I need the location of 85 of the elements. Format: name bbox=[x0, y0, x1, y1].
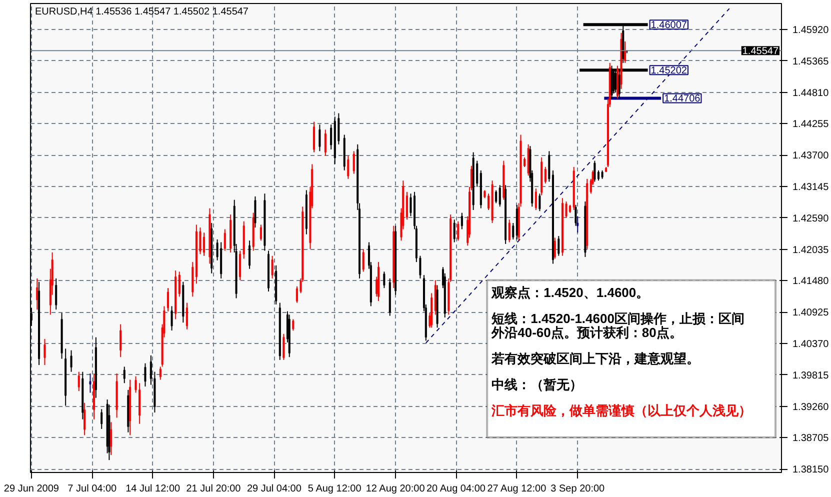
y-tick-label: 1.45920 bbox=[792, 25, 830, 36]
candlestick bbox=[123, 366, 126, 384]
y-tick-label: 1.39260 bbox=[792, 402, 830, 413]
candlestick bbox=[362, 248, 364, 272]
y-tick-label: 1.42035 bbox=[792, 244, 830, 256]
candlestick bbox=[495, 190, 498, 204]
candlestick bbox=[203, 232, 206, 256]
candlestick bbox=[166, 288, 169, 312]
y-tick-label: 1.40925 bbox=[792, 308, 830, 319]
candlestick bbox=[44, 338, 46, 366]
candlestick bbox=[292, 318, 294, 331]
y-tick-label: 1.40370 bbox=[792, 339, 830, 350]
candlestick bbox=[254, 196, 256, 228]
y-tick-label: 1.38705 bbox=[792, 433, 830, 444]
candlestick bbox=[89, 372, 92, 394]
candlestick bbox=[178, 271, 180, 298]
candlestick bbox=[110, 422, 112, 456]
candlestick bbox=[576, 216, 579, 234]
candlestick bbox=[558, 236, 560, 256]
annotation: 中线：（暂无） bbox=[492, 377, 583, 392]
candlestick bbox=[318, 124, 321, 152]
x-tick-label: 21 Jul 20:00 bbox=[186, 484, 242, 494]
x-tick-label: 3 Sep 20:00 bbox=[550, 484, 606, 494]
candlestick bbox=[457, 220, 460, 242]
x-tick-label: 27 Aug 12:00 bbox=[487, 484, 547, 494]
series-label: 1.46007 bbox=[650, 20, 688, 32]
chart-title: EURUSD,H4 1.45536 1.45547 1.45502 1.45547 bbox=[35, 6, 249, 18]
candlestick bbox=[330, 124, 332, 150]
candlestick bbox=[271, 255, 274, 279]
y-tick-label: 1.44255 bbox=[792, 119, 830, 130]
candlestick bbox=[84, 402, 86, 436]
x-tick-label: 29 Jul 04:00 bbox=[246, 484, 302, 494]
candlestick bbox=[534, 188, 537, 210]
y-tick-label: 1.39815 bbox=[792, 370, 830, 382]
candlestick bbox=[498, 184, 501, 208]
series-label: 1.45202 bbox=[650, 66, 688, 77]
x-tick-label: 7 Jul 04:00 bbox=[68, 484, 118, 494]
candlestick bbox=[453, 219, 456, 243]
candlestick bbox=[544, 166, 546, 184]
y-tick-label: 1.43145 bbox=[792, 182, 830, 194]
annotation: 短线：1.4520-1.4600区间操作，止损：区间外沿40-60点。预计获利：80点。 bbox=[490, 311, 744, 340]
candlestick bbox=[383, 271, 386, 289]
x-tick-label: 29 Jun 2009 bbox=[4, 484, 60, 494]
candlestick bbox=[224, 228, 226, 252]
x-tick-label: 5 Aug 12:00 bbox=[308, 484, 362, 494]
series-label: 1.44706 bbox=[664, 94, 701, 105]
candlestick bbox=[347, 155, 350, 180]
candlestick bbox=[239, 250, 242, 281]
y-tick-label: 1.41480 bbox=[792, 276, 830, 288]
candlestick bbox=[512, 222, 514, 240]
candlestick bbox=[508, 219, 510, 243]
candlestick bbox=[78, 371, 80, 392]
y-tick-label: 1.38150 bbox=[792, 464, 830, 476]
candlestick bbox=[186, 302, 188, 330]
candlestick bbox=[120, 324, 122, 358]
x-tick-label: 12 Aug 20:00 bbox=[366, 484, 426, 494]
candlestick bbox=[100, 408, 103, 430]
candlestick bbox=[352, 150, 355, 174]
candlestick bbox=[554, 237, 556, 260]
y-tick-label: 1.43700 bbox=[792, 150, 830, 162]
annotation: 观察点：1.4520、1.4600。 bbox=[490, 285, 650, 300]
candlestick bbox=[538, 193, 541, 212]
candlestick bbox=[324, 129, 326, 156]
candlestick bbox=[248, 240, 251, 270]
y-tick-label: 1.45365 bbox=[792, 56, 830, 68]
x-tick-label: 14 Jul 12:00 bbox=[126, 484, 181, 494]
candlestick bbox=[282, 333, 285, 360]
candlestick bbox=[594, 160, 596, 182]
annotation: 汇市有风险，做单需谨慎（以上仅个人浅见） bbox=[490, 402, 752, 418]
annotation: 若有效突破区间上下沿，建意观望。 bbox=[490, 351, 700, 366]
candlestick bbox=[36, 278, 38, 310]
candlestick bbox=[406, 191, 408, 220]
candlestick bbox=[70, 350, 72, 372]
candlestick bbox=[170, 306, 173, 331]
candlestick bbox=[460, 212, 463, 230]
y-tick-label: 1.44810 bbox=[792, 88, 830, 99]
candlestick bbox=[313, 121, 316, 153]
candlestick bbox=[260, 224, 262, 242]
ref-line-label: 1.45547 bbox=[742, 46, 779, 58]
candlestick bbox=[55, 278, 58, 310]
candlestick bbox=[574, 204, 577, 226]
y-tick-label: 1.42590 bbox=[792, 213, 830, 224]
candlestick bbox=[159, 366, 162, 380]
candlestick bbox=[144, 362, 146, 388]
x-tick-label: 20 Aug 04:00 bbox=[426, 484, 486, 494]
